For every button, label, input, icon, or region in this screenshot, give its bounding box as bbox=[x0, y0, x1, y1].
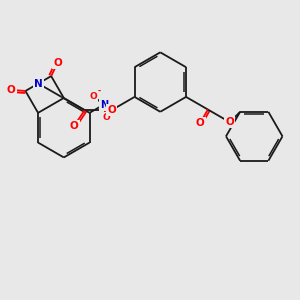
Text: O: O bbox=[7, 85, 16, 95]
Text: O: O bbox=[90, 92, 97, 100]
Text: O: O bbox=[107, 105, 116, 115]
Text: O: O bbox=[196, 118, 205, 128]
Text: N: N bbox=[34, 79, 43, 88]
Text: O: O bbox=[225, 117, 234, 127]
Text: -: - bbox=[97, 87, 100, 96]
Text: O: O bbox=[70, 121, 79, 131]
Text: O: O bbox=[53, 58, 62, 68]
Text: O: O bbox=[102, 113, 110, 122]
Text: N: N bbox=[100, 100, 108, 110]
